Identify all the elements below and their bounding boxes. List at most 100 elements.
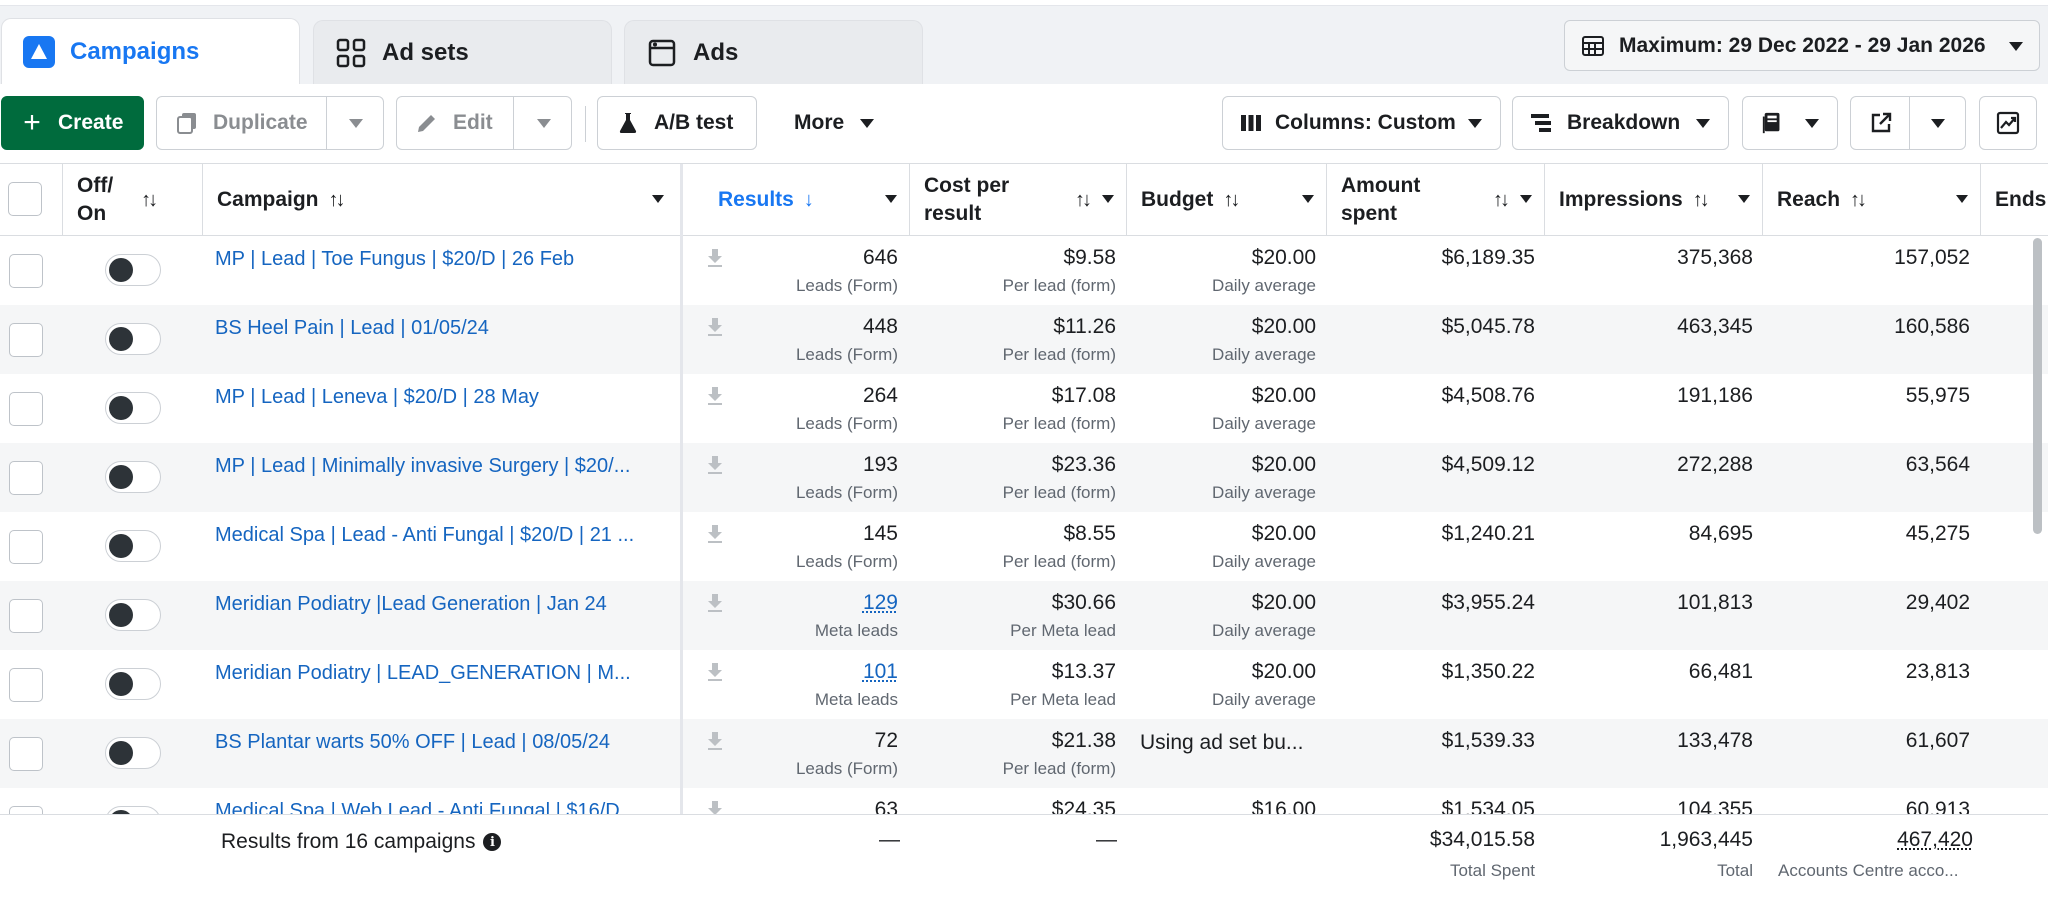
table-row[interactable]: Meridian Podiatry | LEAD_GENERATION | M.… (0, 650, 2048, 719)
download-icon[interactable] (706, 248, 724, 268)
campaign-toggle[interactable] (105, 323, 161, 355)
footer-summary-label: Results from 16 campaigns (221, 830, 475, 854)
header-impressions[interactable]: Impressions ↑↓ (1545, 164, 1763, 236)
vertical-scrollbar[interactable] (2033, 238, 2042, 534)
header-off-on[interactable]: Off/ On ↑↓ (63, 164, 203, 236)
results-value[interactable]: 101 (740, 660, 898, 684)
export-button[interactable] (1850, 96, 1966, 150)
campaign-name-link[interactable]: BS Heel Pain | Lead | 01/05/24 (215, 317, 665, 340)
chevron-down-icon (1468, 119, 1482, 128)
campaign-toggle[interactable] (105, 737, 161, 769)
sort-icon[interactable]: ↑↓ (141, 189, 155, 212)
header-amount-spent[interactable]: Amount spent ↑↓ (1327, 164, 1545, 236)
tab-campaigns[interactable]: Campaigns (1, 18, 300, 84)
campaign-toggle[interactable] (105, 392, 161, 424)
campaign-name-link[interactable]: Medical Spa | Lead - Anti Fungal | $20/D… (215, 524, 665, 547)
header-cost-per-result[interactable]: Cost per result ↑↓ (910, 164, 1127, 236)
table-row[interactable]: MP | Lead | Leneva | $20/D | 28 May 264 Le… (0, 374, 2048, 443)
download-icon[interactable] (706, 317, 724, 337)
chevron-down-icon[interactable] (885, 195, 897, 203)
cost-line1: Cost per (924, 172, 1009, 200)
row-checkbox[interactable] (9, 530, 43, 564)
campaign-name-link[interactable]: Meridian Podiatry | LEAD_GENERATION | M.… (215, 662, 665, 685)
download-icon[interactable] (706, 593, 724, 613)
sort-icon[interactable]: ↑↓ (1850, 189, 1864, 212)
breakdown-button[interactable]: Breakdown (1512, 96, 1729, 150)
duplicate-button[interactable]: Duplicate (156, 96, 384, 150)
columns-button[interactable]: Columns: Custom (1222, 96, 1501, 150)
tab-ads[interactable]: Ads (624, 20, 923, 84)
more-button[interactable]: More (778, 96, 890, 150)
chevron-down-icon[interactable] (1931, 119, 1945, 128)
campaign-name-link[interactable]: MP | Lead | Minimally invasive Surgery |… (215, 455, 665, 478)
campaign-name-link[interactable]: Meridian Podiatry |Lead Generation | Jan… (215, 593, 665, 616)
table-row[interactable]: BS Plantar warts 50% OFF | Lead | 08/05/… (0, 719, 2048, 788)
campaign-toggle[interactable] (105, 461, 161, 493)
tab-ad-sets[interactable]: Ad sets (313, 20, 612, 84)
results-value[interactable]: 129 (740, 591, 898, 615)
campaign-name-link[interactable]: BS Plantar warts 50% OFF | Lead | 08/05/… (215, 731, 665, 754)
chevron-down-icon[interactable] (1520, 195, 1532, 203)
row-checkbox[interactable] (9, 599, 43, 633)
date-range-picker[interactable]: Maximum: 29 Dec 2022 - 29 Jan 2026 (1564, 20, 2040, 71)
chevron-down-icon[interactable] (652, 195, 664, 203)
download-icon[interactable] (706, 455, 724, 475)
row-checkbox[interactable] (9, 461, 43, 495)
row-checkbox[interactable] (9, 737, 43, 771)
row-checkbox[interactable] (9, 806, 43, 814)
chevron-down-icon[interactable] (537, 119, 551, 128)
sort-icon[interactable]: ↑↓ (329, 189, 343, 212)
download-icon[interactable] (706, 731, 724, 751)
tab-campaigns-label: Campaigns (70, 38, 199, 66)
toggle-knob (109, 327, 133, 351)
download-icon[interactable] (706, 386, 724, 406)
table-row[interactable]: Medical Spa | Web Lead - Anti Fungal | $… (0, 788, 2048, 814)
table-row[interactable]: Medical Spa | Lead - Anti Fungal | $20/D… (0, 512, 2048, 581)
sort-descending-icon[interactable]: ↓ (804, 189, 814, 212)
campaign-toggle[interactable] (105, 530, 161, 562)
campaign-toggle[interactable] (105, 806, 161, 814)
sort-icon[interactable]: ↑↓ (1075, 189, 1089, 212)
header-results[interactable]: Results ↓ (684, 164, 910, 236)
campaign-name-link[interactable]: MP | Lead | Toe Fungus | $20/D | 26 Feb (215, 248, 665, 271)
sort-icon[interactable]: ↑↓ (1693, 189, 1707, 212)
header-budget[interactable]: Budget ↑↓ (1127, 164, 1327, 236)
row-checkbox[interactable] (9, 668, 43, 702)
header-reach[interactable]: Reach ↑↓ (1763, 164, 1981, 236)
row-checkbox[interactable] (9, 323, 43, 357)
chevron-down-icon[interactable] (349, 119, 363, 128)
ab-test-button[interactable]: A/B test (597, 96, 757, 150)
edit-button[interactable]: Edit (396, 96, 572, 150)
header-campaign[interactable]: Campaign ↑↓ (203, 164, 681, 236)
chevron-down-icon[interactable] (1956, 195, 1968, 203)
table-row[interactable]: BS Heel Pain | Lead | 01/05/24 448 Leads (… (0, 305, 2048, 374)
download-icon[interactable] (706, 662, 724, 682)
chevron-down-icon[interactable] (1302, 195, 1314, 203)
reports-button[interactable] (1742, 96, 1838, 150)
footer-reach[interactable]: 467,420 (1770, 828, 1973, 852)
select-all-checkbox[interactable] (8, 182, 42, 216)
campaign-toggle[interactable] (105, 668, 161, 700)
sort-icon[interactable]: ↑↓ (1223, 189, 1237, 212)
campaign-name-link[interactable]: Medical Spa | Web Lead - Anti Fungal | $… (215, 800, 665, 814)
chevron-down-icon[interactable] (1738, 195, 1750, 203)
download-icon[interactable] (706, 524, 724, 544)
charts-button[interactable] (1979, 96, 2037, 150)
sort-icon[interactable]: ↑↓ (1493, 189, 1507, 212)
tab-ads-label: Ads (693, 39, 738, 67)
chevron-down-icon[interactable] (1102, 195, 1114, 203)
row-checkbox[interactable] (9, 392, 43, 426)
campaign-toggle[interactable] (105, 599, 161, 631)
create-button[interactable]: + Create (1, 96, 144, 150)
campaign-name-link[interactable]: MP | Lead | Leneva | $20/D | 28 May (215, 386, 665, 409)
footer-spent-sub: Total Spent (1335, 861, 1535, 881)
duplicate-icon (175, 111, 199, 135)
table-row[interactable]: MP | Lead | Minimally invasive Surgery |… (0, 443, 2048, 512)
download-icon[interactable] (706, 800, 724, 814)
table-row[interactable]: Meridian Podiatry |Lead Generation | Jan… (0, 581, 2048, 650)
row-checkbox[interactable] (9, 254, 43, 288)
header-ends[interactable]: Ends (1981, 164, 2048, 236)
info-icon[interactable]: i (483, 833, 501, 851)
campaign-toggle[interactable] (105, 254, 161, 286)
table-row[interactable]: MP | Lead | Toe Fungus | $20/D | 26 Feb 6… (0, 236, 2048, 305)
